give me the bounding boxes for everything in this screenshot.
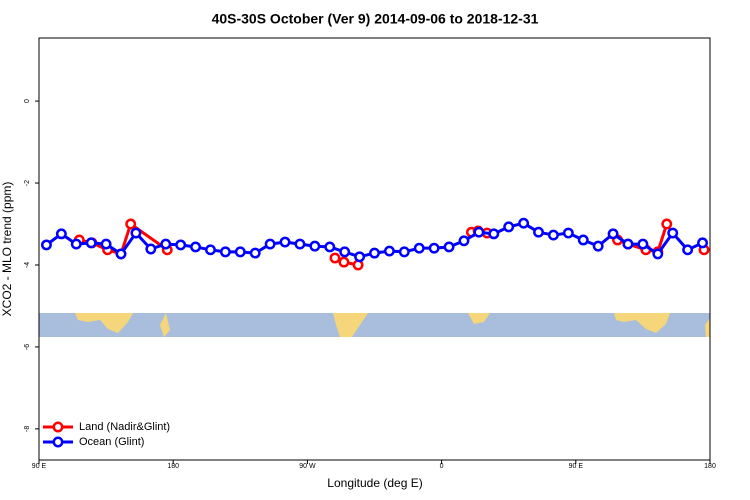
x-tick-label: 180: [704, 463, 716, 470]
legend-marker: [52, 436, 64, 448]
data-point: [682, 244, 694, 256]
data-point: [398, 246, 410, 258]
data-point: [458, 235, 470, 247]
data-point: [41, 239, 52, 251]
data-point: [473, 226, 485, 238]
x-tick-label: 90 E: [569, 463, 584, 470]
x-tick-label: 90 W: [299, 463, 316, 470]
data-point: [145, 243, 157, 255]
data-point: [547, 229, 559, 241]
data-point: [234, 246, 246, 258]
x-tick-label: 180: [167, 463, 179, 470]
data-point: [279, 236, 291, 248]
data-point: [205, 244, 216, 256]
data-point: [428, 242, 440, 254]
y-tick-label: -2: [24, 180, 31, 186]
x-tick-label: 90 E: [32, 463, 47, 470]
x-tick-label: 0: [440, 463, 444, 470]
y-tick-label: -8: [24, 426, 31, 432]
chart-title: 40S-30S October (Ver 9) 2014-09-06 to 20…: [212, 11, 539, 27]
data-point: [70, 238, 82, 250]
x-axis-label: Longitude (deg E): [327, 476, 422, 490]
data-point: [85, 237, 97, 249]
data-point: [577, 234, 589, 246]
data-point: [324, 241, 336, 253]
data-point: [352, 259, 364, 271]
data-point: [503, 221, 515, 233]
data-point: [309, 240, 321, 252]
data-point: [354, 251, 366, 263]
data-point: [667, 227, 679, 239]
data-point: [413, 242, 425, 254]
legend-label: Land (Nadir&Glint): [79, 421, 170, 433]
data-point: [329, 252, 341, 264]
data-point: [369, 247, 380, 259]
data-point: [637, 238, 649, 250]
data-point: [175, 239, 187, 251]
data-point: [622, 238, 634, 250]
y-tick-label: 0: [24, 99, 31, 103]
data-point: [652, 248, 664, 260]
data-point: [443, 241, 455, 253]
data-point: [383, 245, 395, 257]
data-point: [661, 218, 673, 230]
map-strip: [39, 313, 710, 337]
y-axis-label: XCO2 - MLO trend (ppm): [0, 182, 14, 317]
legend-label: Ocean (Glint): [79, 436, 144, 448]
legend: Land (Nadir&Glint) Ocean (Glint): [43, 421, 170, 448]
data-point: [562, 227, 574, 239]
data-point: [249, 247, 261, 259]
data-point: [55, 228, 67, 240]
data-point: [219, 246, 231, 258]
y-tick-label: -4: [24, 262, 31, 268]
data-point: [294, 238, 306, 250]
data-point: [697, 237, 708, 249]
data-point: [338, 256, 350, 268]
data-point: [115, 248, 127, 260]
data-point: [160, 238, 172, 250]
data-point: [339, 246, 351, 258]
data-point: [592, 240, 604, 252]
data-point: [264, 238, 276, 250]
data-point: [130, 227, 142, 239]
data-point: [190, 241, 202, 253]
data-point: [100, 238, 112, 250]
data-point: [125, 218, 137, 230]
legend-marker: [52, 421, 64, 433]
data-point: [518, 217, 530, 229]
y-tick-label: -6: [24, 344, 31, 350]
data-point: [607, 228, 619, 240]
data-point: [533, 226, 544, 238]
data-point: [488, 228, 500, 240]
plot-frame: [38, 37, 711, 461]
